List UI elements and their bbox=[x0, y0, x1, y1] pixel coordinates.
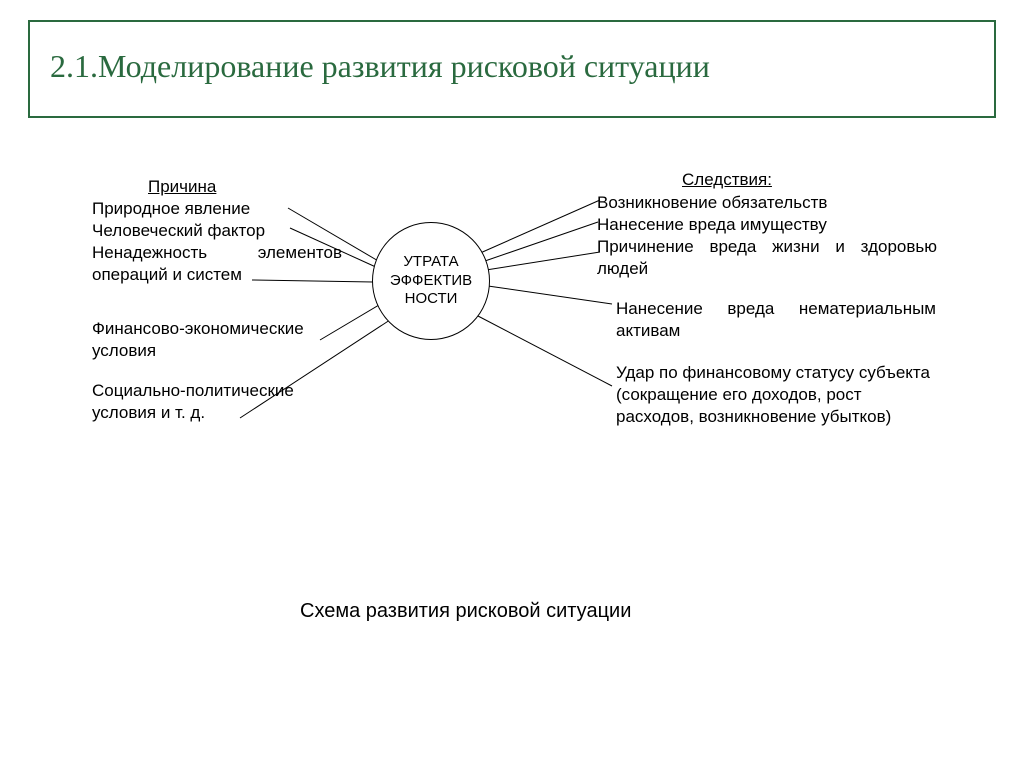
diagram-area: УТРАТА ЭФФЕКТИВ НОСТИ Причина Природное … bbox=[0, 170, 1024, 620]
effect-item: Нанесение вреда нематериальным активам bbox=[616, 298, 936, 342]
cause-item: Природное явление bbox=[92, 198, 312, 220]
cause-item: Человеческий фактор bbox=[92, 220, 312, 242]
cause-item: Ненадежность элементов операций и систем bbox=[92, 242, 342, 286]
causes-header: Причина bbox=[148, 177, 216, 197]
effect-item: Нанесение вреда имуществу bbox=[597, 214, 937, 236]
cause-item: Социально-политические условия и т. д. bbox=[92, 380, 322, 424]
center-node: УТРАТА ЭФФЕКТИВ НОСТИ bbox=[372, 222, 490, 340]
effect-item: Удар по финансовому статусу субъекта (со… bbox=[616, 362, 936, 428]
cause-item: Финансово-экономические условия bbox=[92, 318, 322, 362]
effect-item: Причинение вреда жизни и здоровью людей bbox=[597, 236, 937, 280]
effects-header: Следствия: bbox=[682, 170, 772, 190]
effect-item: Возникновение обязательств bbox=[597, 192, 937, 214]
slide-title: 2.1.Моделирование развития рисковой ситу… bbox=[50, 48, 710, 85]
center-node-label: УТРАТА ЭФФЕКТИВ НОСТИ bbox=[373, 253, 489, 309]
diagram-caption: Схема развития рисковой ситуации bbox=[300, 600, 631, 623]
